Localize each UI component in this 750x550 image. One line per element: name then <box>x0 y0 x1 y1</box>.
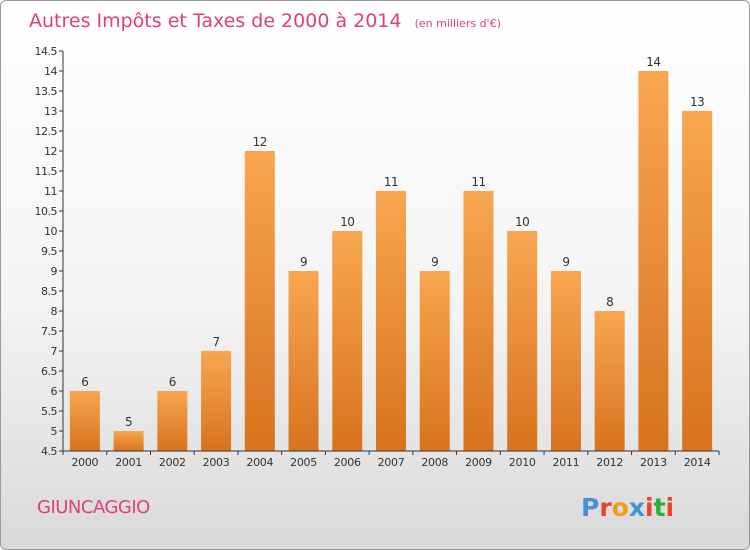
y-tick-label: 5 <box>51 425 58 438</box>
bar-value-label: 9 <box>562 255 569 269</box>
x-tick-label: 2012 <box>596 456 623 469</box>
logo-letter: o <box>612 493 629 522</box>
logo-letter: t <box>654 493 666 522</box>
bar <box>550 271 581 451</box>
y-tick-label: 8 <box>51 305 58 318</box>
bar <box>201 351 232 451</box>
y-tick-label: 11 <box>44 185 57 198</box>
chart-title: Autres Impôts et Taxes de 2000 à 2014 (e… <box>29 10 501 32</box>
x-tick-label: 2009 <box>465 456 492 469</box>
x-tick-label: 2013 <box>640 456 667 469</box>
y-tick-label: 12 <box>44 145 57 158</box>
logo-letter: r <box>599 493 612 522</box>
bar-value-label: 10 <box>515 215 529 229</box>
y-tick-label: 9 <box>51 265 58 278</box>
bar-value-label: 11 <box>471 175 485 189</box>
y-tick-label: 14 <box>44 65 57 78</box>
bars: 6 5 6 7 12 9 10 11 9 11 10 9 8 14 13 <box>69 55 713 451</box>
bar <box>682 111 713 451</box>
bar-value-label: 10 <box>340 215 354 229</box>
bar-value-label: 12 <box>253 135 267 149</box>
bar-value-label: 9 <box>300 255 307 269</box>
logo-letter: i <box>666 493 675 522</box>
x-tick-label: 2011 <box>553 456 580 469</box>
bar-value-label: 9 <box>431 255 438 269</box>
x-tick-label: 2006 <box>334 456 361 469</box>
x-tick-label: 2005 <box>290 456 317 469</box>
y-tick-label: 7 <box>51 345 58 358</box>
bar <box>419 271 450 451</box>
logo-letter: P <box>581 493 599 522</box>
bar <box>244 151 275 451</box>
y-axis: 4.5 5 5.5 6 6.5 7 7.5 8 8.5 9 9.5 10 10.5 11 11.5 12 12.… <box>35 45 64 458</box>
bar-value-label: 11 <box>384 175 398 189</box>
x-tick-label: 2002 <box>159 456 186 469</box>
bar-value-label: 6 <box>81 375 88 389</box>
bar-value-label: 8 <box>606 295 613 309</box>
x-tick-label: 2004 <box>246 456 273 469</box>
y-tick-label: 6.5 <box>41 365 57 378</box>
y-tick-label: 4.5 <box>41 445 57 458</box>
y-tick-label: 10.5 <box>35 205 58 218</box>
x-tick-label: 2007 <box>378 456 405 469</box>
y-tick-label: 11.5 <box>35 165 58 178</box>
bar-value-label: 6 <box>169 375 176 389</box>
bar <box>113 431 144 451</box>
y-tick-label: 9.5 <box>41 245 57 258</box>
logo-letter: x <box>629 493 645 522</box>
y-tick-label: 13 <box>44 105 57 118</box>
x-tick-label: 2008 <box>421 456 448 469</box>
x-tick-label: 2003 <box>203 456 230 469</box>
bar-value-label: 13 <box>690 95 704 109</box>
x-axis: 2000 2001 2002 2003 2004 2005 2006 2007 2008 2009… <box>62 450 720 469</box>
x-tick-label: 2001 <box>115 456 142 469</box>
y-tick-label: 13.5 <box>35 85 58 98</box>
bar-value-label: 5 <box>125 415 132 429</box>
bar-value-label: 7 <box>212 335 219 349</box>
chart-title-main: Autres Impôts et Taxes de 2000 à 2014 <box>29 10 402 32</box>
proxiti-logo: Proxiti <box>581 493 674 522</box>
logo-letter: i <box>645 493 654 522</box>
y-tick-label: 5.5 <box>41 405 57 418</box>
bar <box>463 191 494 451</box>
y-tick-label: 14.5 <box>35 45 58 58</box>
bar <box>376 191 406 451</box>
bar <box>638 71 669 451</box>
bar <box>507 231 538 451</box>
bar <box>332 231 363 451</box>
x-tick-label: 2000 <box>71 456 98 469</box>
place-name: GIUNCAGGIO <box>37 497 150 518</box>
bar-value-label: 14 <box>646 55 660 69</box>
bar <box>594 311 625 451</box>
y-tick-label: 10 <box>44 225 57 238</box>
x-tick-label: 2014 <box>684 456 711 469</box>
x-tick-label: 2010 <box>509 456 536 469</box>
chart-title-unit: (en milliers d'€) <box>415 17 501 30</box>
bar <box>288 271 319 451</box>
y-tick-label: 6 <box>51 385 58 398</box>
y-tick-label: 12.5 <box>35 125 58 138</box>
y-tick-label: 8.5 <box>41 285 57 298</box>
y-tick-label: 7.5 <box>41 325 57 338</box>
bar <box>69 391 100 451</box>
bar <box>157 391 188 451</box>
